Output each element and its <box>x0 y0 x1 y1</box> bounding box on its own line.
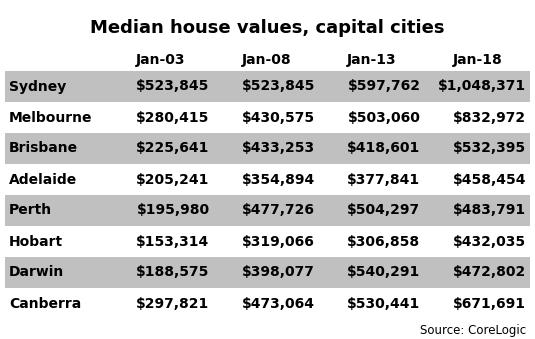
Text: Jan-08: Jan-08 <box>241 53 291 67</box>
Text: $297,821: $297,821 <box>136 297 210 311</box>
Text: Brisbane: Brisbane <box>9 141 78 156</box>
Text: Jan-13: Jan-13 <box>347 53 396 67</box>
Text: $433,253: $433,253 <box>242 141 315 156</box>
Bar <box>5 133 530 164</box>
Text: $832,972: $832,972 <box>453 111 526 124</box>
Text: $319,066: $319,066 <box>242 235 315 248</box>
Bar <box>5 195 530 226</box>
Text: $280,415: $280,415 <box>136 111 210 124</box>
Text: $398,077: $398,077 <box>242 265 315 279</box>
Text: Hobart: Hobart <box>9 235 63 248</box>
Text: $432,035: $432,035 <box>453 235 526 248</box>
Text: $430,575: $430,575 <box>242 111 315 124</box>
Text: Adelaide: Adelaide <box>9 173 77 186</box>
Text: $205,241: $205,241 <box>136 173 210 186</box>
Text: $483,791: $483,791 <box>453 203 526 218</box>
Text: $472,802: $472,802 <box>453 265 526 279</box>
Text: $597,762: $597,762 <box>348 80 421 94</box>
Text: $306,858: $306,858 <box>347 235 421 248</box>
Text: Perth: Perth <box>9 203 52 218</box>
Text: Source: CoreLogic: Source: CoreLogic <box>420 324 526 337</box>
Bar <box>5 257 530 288</box>
Text: $504,297: $504,297 <box>347 203 421 218</box>
Text: Sydney: Sydney <box>9 80 66 94</box>
Text: $418,601: $418,601 <box>347 141 421 156</box>
Text: $1,048,371: $1,048,371 <box>438 80 526 94</box>
Text: $540,291: $540,291 <box>347 265 421 279</box>
Text: $530,441: $530,441 <box>347 297 421 311</box>
Text: $503,060: $503,060 <box>348 111 421 124</box>
Text: Jan-03: Jan-03 <box>136 53 186 67</box>
Text: $532,395: $532,395 <box>453 141 526 156</box>
Bar <box>5 71 530 102</box>
Bar <box>5 288 530 319</box>
Text: Median house values, capital cities: Median house values, capital cities <box>90 19 445 37</box>
Text: $377,841: $377,841 <box>347 173 421 186</box>
Bar <box>5 164 530 195</box>
Bar <box>5 226 530 257</box>
Text: $225,641: $225,641 <box>136 141 210 156</box>
Text: Canberra: Canberra <box>9 297 81 311</box>
Text: $188,575: $188,575 <box>136 265 210 279</box>
Text: $473,064: $473,064 <box>242 297 315 311</box>
Text: Melbourne: Melbourne <box>9 111 93 124</box>
Text: $153,314: $153,314 <box>136 235 210 248</box>
Text: $458,454: $458,454 <box>453 173 526 186</box>
Text: $523,845: $523,845 <box>242 80 315 94</box>
Text: $354,894: $354,894 <box>242 173 315 186</box>
Text: $671,691: $671,691 <box>453 297 526 311</box>
Text: $523,845: $523,845 <box>136 80 210 94</box>
Text: $195,980: $195,980 <box>136 203 210 218</box>
Text: Jan-18: Jan-18 <box>453 53 502 67</box>
Text: Darwin: Darwin <box>9 265 64 279</box>
Bar <box>5 102 530 133</box>
Text: $477,726: $477,726 <box>242 203 315 218</box>
